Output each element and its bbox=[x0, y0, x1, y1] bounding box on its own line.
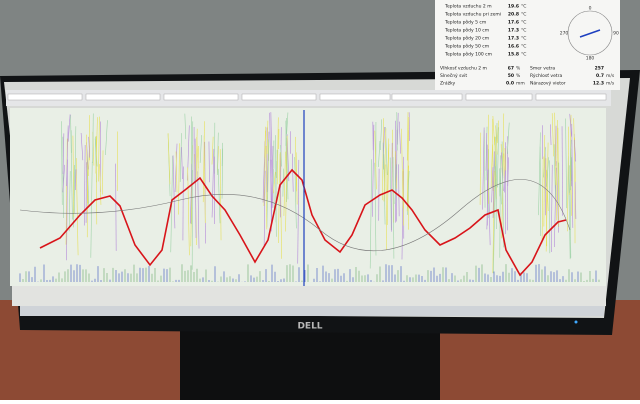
reading-value: 15.8 bbox=[508, 52, 519, 58]
reading-value: 17.3 bbox=[508, 36, 519, 42]
reading-label: Teplota pôdy 5 cm bbox=[444, 19, 486, 26]
reading-value: 17.6 bbox=[508, 20, 519, 26]
compass-label: 180 bbox=[586, 56, 595, 62]
dropdown[interactable] bbox=[466, 94, 532, 100]
dropdown[interactable] bbox=[536, 94, 606, 100]
reading-value: 19.6 bbox=[508, 4, 519, 10]
reading-value: 0.0 bbox=[506, 81, 514, 87]
reading-unit: °C bbox=[521, 36, 526, 42]
reading-value: 50 bbox=[508, 73, 514, 79]
compass-label: 90 bbox=[613, 31, 619, 37]
reading-label: Teplota pôdy 10 cm bbox=[444, 27, 489, 34]
reading-unit: °C bbox=[521, 52, 526, 58]
reading-value: 20.8 bbox=[508, 12, 519, 18]
reading-label: Teplota vzduchu 2 m bbox=[444, 4, 492, 10]
reading-value: 16.6 bbox=[508, 44, 519, 50]
dropdown[interactable] bbox=[320, 94, 390, 100]
reading-label: Teplota pôdy 50 cm bbox=[444, 43, 489, 50]
dropdowns bbox=[8, 94, 606, 100]
reading-unit: °C bbox=[521, 4, 526, 10]
reading-unit: °C bbox=[521, 44, 526, 50]
reading-label: Teplota pôdy 20 cm bbox=[444, 35, 489, 42]
dropdown[interactable] bbox=[392, 94, 462, 100]
reading-label: Teplota pôdy 100 cm bbox=[444, 51, 492, 58]
reading-value: 17.3 bbox=[508, 28, 519, 34]
brand-logo: DELL bbox=[297, 322, 322, 332]
reading-label: Smer vetra bbox=[530, 66, 555, 72]
reading-label: Teplota vzduchu pri zemi bbox=[444, 12, 501, 18]
power-led bbox=[575, 321, 578, 324]
dropdown[interactable] bbox=[86, 94, 160, 100]
reading-label: Zrážky bbox=[440, 80, 455, 87]
compass-label: 270 bbox=[560, 31, 569, 37]
reading-unit: °C bbox=[521, 28, 526, 34]
reading-unit: m/s bbox=[606, 81, 615, 87]
monitor-stand bbox=[180, 330, 440, 400]
reading-unit: % bbox=[516, 73, 521, 79]
reading-unit: % bbox=[516, 66, 521, 72]
dropdown[interactable] bbox=[8, 94, 82, 100]
dropdown[interactable] bbox=[164, 94, 238, 100]
status-bar bbox=[12, 286, 606, 306]
reading-unit: °C bbox=[521, 12, 526, 18]
reading-label: Nárazový vietor bbox=[530, 80, 566, 87]
reading-value: 12.3 bbox=[593, 81, 604, 87]
dropdown[interactable] bbox=[242, 94, 316, 100]
reading-value: 67 bbox=[508, 66, 514, 72]
reading-value: 257 bbox=[595, 66, 604, 72]
reading-label: Slnečný svit bbox=[440, 72, 467, 79]
reading-unit: mm bbox=[516, 82, 525, 87]
taskbar bbox=[20, 306, 604, 316]
reading-label: Rýchlosť vetra bbox=[530, 72, 562, 79]
reading-unit: m/s bbox=[606, 73, 615, 79]
reading-value: 0.7 bbox=[596, 73, 604, 79]
compass-label: 0 bbox=[589, 6, 592, 12]
reading-label: Vlhkosť vzduchu 2 m bbox=[440, 66, 487, 72]
reading-unit: °C bbox=[521, 20, 526, 26]
